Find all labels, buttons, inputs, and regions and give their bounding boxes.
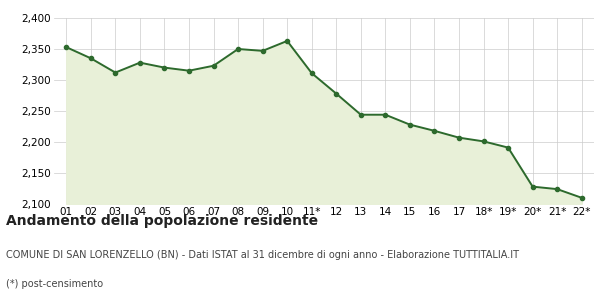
- Text: COMUNE DI SAN LORENZELLO (BN) - Dati ISTAT al 31 dicembre di ogni anno - Elabora: COMUNE DI SAN LORENZELLO (BN) - Dati IST…: [6, 250, 519, 260]
- Text: Andamento della popolazione residente: Andamento della popolazione residente: [6, 214, 318, 229]
- Text: (*) post-censimento: (*) post-censimento: [6, 279, 103, 289]
